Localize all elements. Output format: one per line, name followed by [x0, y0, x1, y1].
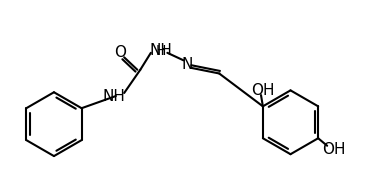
Text: NH: NH	[149, 43, 172, 58]
Text: H: H	[156, 44, 166, 58]
Text: OH: OH	[322, 142, 346, 157]
Text: O: O	[114, 45, 126, 60]
Text: N: N	[182, 57, 193, 72]
Text: NH: NH	[103, 89, 126, 103]
Text: OH: OH	[251, 83, 275, 98]
